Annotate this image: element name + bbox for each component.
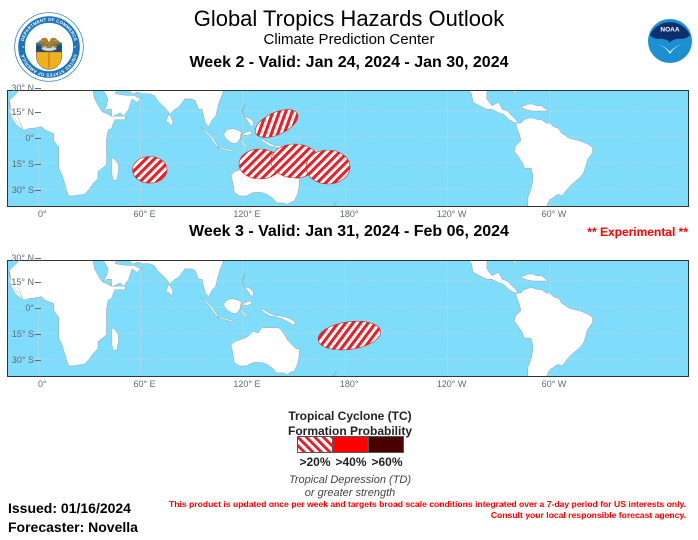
svg-text:NOAA: NOAA <box>660 27 679 34</box>
